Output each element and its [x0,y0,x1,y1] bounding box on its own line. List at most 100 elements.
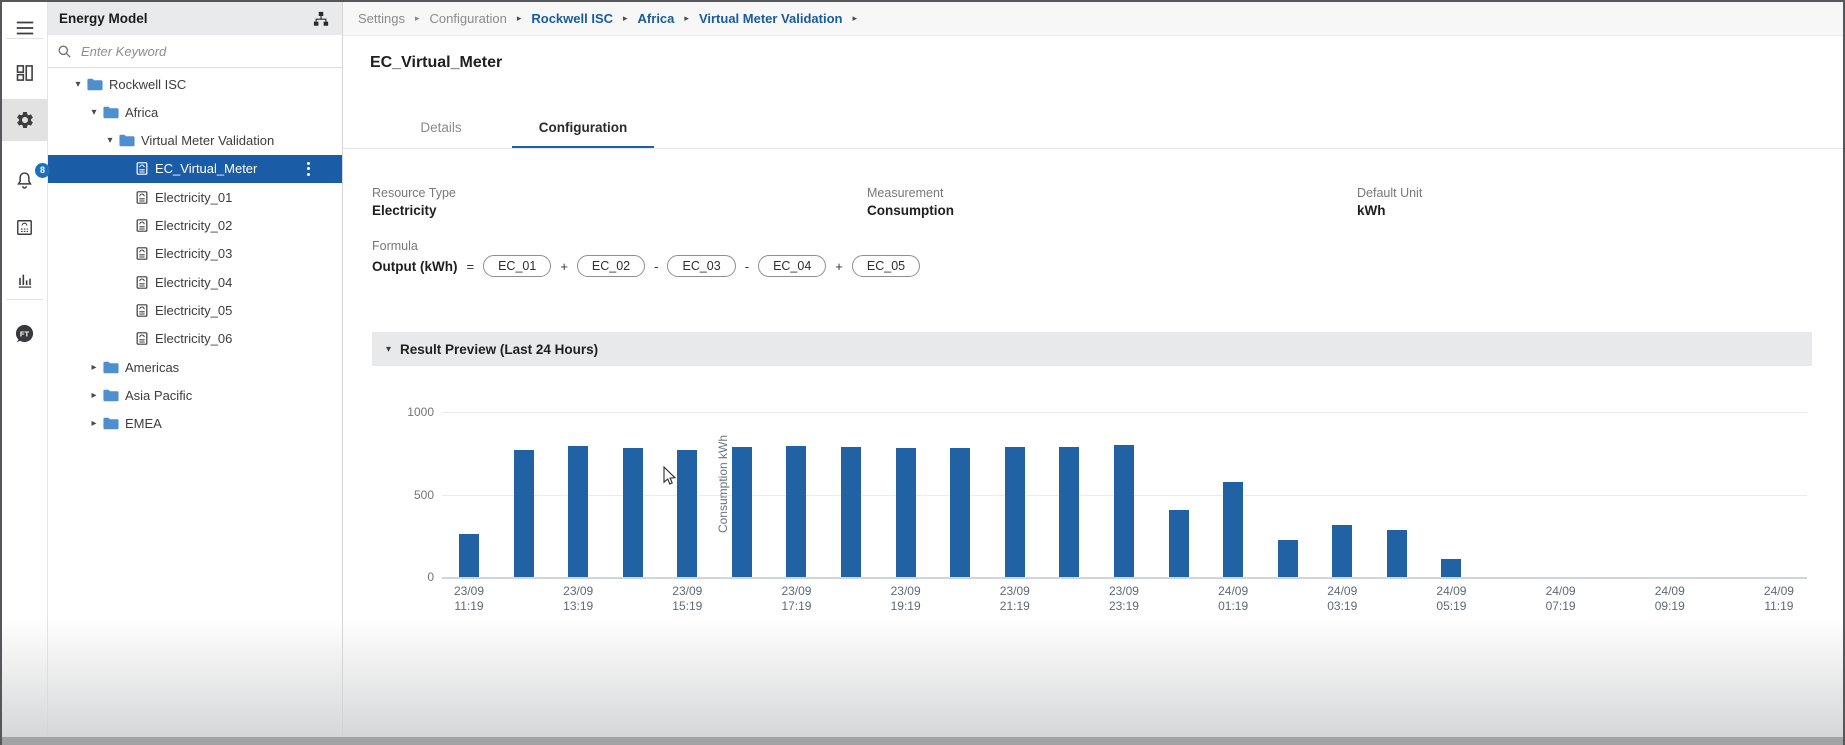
bar-chart-icon [15,270,35,290]
app-window: 8 FT Energy Model ▾ Rockwell ISC ▾ Africa ▾ Vi… [0,0,1845,745]
energy-model-sidebar: Energy Model ▾ Rockwell ISC ▾ Africa ▾ Virtua… [47,2,343,745]
bar-24-09-05-19 [1441,559,1461,577]
tree-item-label: EC_Virtual_Meter [155,161,257,176]
gridline-1000 [442,412,1807,413]
caret-right-icon[interactable]: ▸ [87,390,101,401]
x-axis-tick: 23/0911:19 [429,584,509,614]
tree-item-label: EMEA [125,416,162,431]
tree-item-rockwell-isc[interactable]: ▾ Rockwell ISC [47,70,342,98]
tree-item-electricity-01[interactable]: Electricity_01 [47,183,342,211]
bar-23-09-14-19 [623,448,643,577]
tree-item-label: Africa [125,105,158,120]
rail-notifications-button[interactable]: 8 [2,160,47,200]
mouse-cursor [662,466,678,493]
hierarchy-icon[interactable] [312,10,330,28]
y-axis-tick: 500 [374,488,434,502]
folder-icon [87,78,103,91]
tree-item-label: Electricity_01 [155,190,232,205]
tree-item-label: Electricity_03 [155,246,232,261]
svg-text:FT: FT [20,329,30,338]
rail-settings-button[interactable] [2,99,47,141]
folder-icon [119,134,135,147]
bar-23-09-20-19 [950,448,970,577]
rail-factorytalk-button[interactable]: FT [2,313,47,353]
bar-23-09-12-19 [514,450,534,577]
tree-item-label: Americas [125,360,179,375]
dashboard-icon [15,63,35,83]
bar-24-09-02-19 [1278,540,1298,577]
tree-item-label: Virtual Meter Validation [141,133,274,148]
caret-down-icon[interactable]: ▾ [87,107,101,118]
meter-icon [135,275,149,290]
x-axis-tick: 23/0923:19 [1084,584,1164,614]
meter-icon [135,190,149,205]
tree-item-electricity-06[interactable]: Electricity_06 [47,325,342,353]
tree-item-electricity-03[interactable]: Electricity_03 [47,240,342,268]
x-axis-tick: 24/0901:19 [1193,584,1273,614]
y-axis-label: Consumption kWh [716,384,730,584]
tree-item-label: Rockwell ISC [109,77,186,92]
kebab-menu-icon[interactable] [307,162,310,176]
bar-23-09-22-19 [1059,447,1079,577]
bar-23-09-18-19 [841,447,861,577]
tree-item-label: Electricity_05 [155,303,232,318]
tree-item-electricity-02[interactable]: Electricity_02 [47,212,342,240]
bar-24-09-01-19 [1223,482,1243,577]
bar-24-09-04-19 [1387,530,1407,577]
x-axis-tick: 24/0911:19 [1739,584,1819,614]
rail-analytics-button[interactable] [2,260,47,300]
y-axis-tick: 0 [374,570,434,584]
tree-item-label: Electricity_04 [155,275,232,290]
gear-icon [15,110,35,130]
sidebar-title: Energy Model [59,11,312,26]
rail-energy-report-button[interactable] [2,207,47,247]
result-preview-chart: 10005000Consumption kWh23/0911:1923/0913… [343,2,1843,745]
x-axis-tick: 24/0905:19 [1411,584,1491,614]
x-axis-tick: 24/0909:19 [1630,584,1710,614]
tree-item-label: Electricity_02 [155,218,232,233]
x-axis-tick: 23/0913:19 [538,584,618,614]
tree-item-electricity-04[interactable]: Electricity_04 [47,268,342,296]
bar-23-09-16-19 [732,447,752,577]
factorytalk-logo: FT [14,323,35,344]
x-axis-tick: 24/0907:19 [1521,584,1601,614]
bar-23-09-21-19 [1005,447,1025,577]
rail-dashboard-button[interactable] [2,53,47,93]
tree-item-label: Asia Pacific [125,388,192,403]
gridline-0 [442,577,1807,579]
bar-23-09-17-19 [786,446,806,577]
folder-icon [103,417,119,430]
x-axis-tick: 23/0921:19 [975,584,1055,614]
tree-item-ec-virtual-meter[interactable]: EC_Virtual_Meter [47,155,342,183]
search-input[interactable] [79,43,332,60]
search-icon [57,44,72,59]
bar-23-09-23-19 [1114,445,1134,577]
main-content: Settings▸Configuration▸Rockwell ISC▸Afri… [343,2,1843,745]
x-axis-tick: 23/0917:19 [756,584,836,614]
window-bottom-edge [2,737,1843,745]
bar-24-09-03-19 [1332,525,1352,577]
tree-item-electricity-05[interactable]: Electricity_05 [47,296,342,324]
folder-icon [103,106,119,119]
x-axis-tick: 24/0903:19 [1302,584,1382,614]
meter-icon [135,218,149,233]
bell-icon: 8 [14,170,35,191]
bar-24-09-00-19 [1169,510,1189,577]
caret-right-icon[interactable]: ▸ [87,418,101,429]
tree-item-africa[interactable]: ▾ Africa [47,98,342,126]
folder-icon [103,389,119,402]
folder-icon [103,361,119,374]
tree-item-asia-pacific[interactable]: ▸ Asia Pacific [47,381,342,409]
tree-item-emea[interactable]: ▸ EMEA [47,410,342,438]
meter-icon [135,246,149,261]
bar-23-09-11-19 [459,534,479,577]
menu-icon [14,17,36,39]
rail-menu-button[interactable] [2,8,47,48]
x-axis-tick: 23/0915:19 [647,584,727,614]
tree-item-americas[interactable]: ▸ Americas [47,353,342,381]
tree-item-virtual-meter-validation[interactable]: ▾ Virtual Meter Validation [47,127,342,155]
caret-right-icon[interactable]: ▸ [87,362,101,373]
caret-down-icon[interactable]: ▾ [71,79,85,90]
caret-down-icon[interactable]: ▾ [103,135,117,146]
meter-icon [135,161,149,176]
